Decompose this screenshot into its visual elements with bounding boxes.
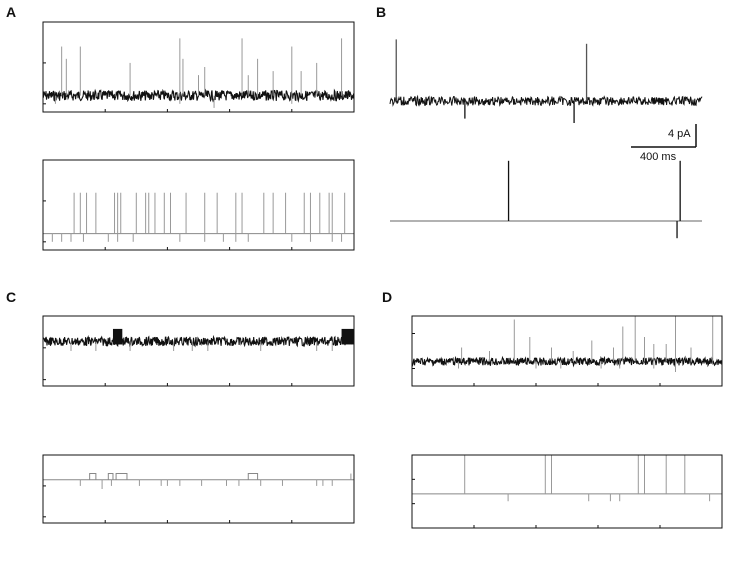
- chart-vdac-wt-simulation: [42, 159, 355, 251]
- scalebar: 4 pA 400 ms: [631, 124, 697, 163]
- scalebar-current-label: 4 pA: [668, 128, 691, 140]
- panel-label-b: B: [376, 4, 386, 20]
- plot-frame: [411, 454, 723, 529]
- noise-trace: [411, 355, 723, 368]
- level-block: [107, 473, 114, 480]
- chart-vdac-ppn25-data: [42, 315, 355, 387]
- level-block: [115, 473, 128, 480]
- plot-frame: [42, 159, 355, 251]
- chart-vdac-ppn100-simulation: [411, 454, 723, 529]
- panel-label-d: D: [382, 289, 392, 305]
- plot-frame: [42, 315, 355, 387]
- panel-label-a: A: [6, 4, 16, 20]
- level-block: [247, 473, 259, 480]
- noise-trace: [43, 334, 355, 348]
- level-block: [112, 328, 123, 345]
- plot-frame: [42, 454, 355, 524]
- level-block: [341, 328, 354, 345]
- noise-trace: [42, 88, 355, 103]
- panel-label-c: C: [6, 289, 16, 305]
- chart-vdac-ppn100-data: [411, 315, 723, 387]
- panel-b-traces: [389, 39, 703, 239]
- plot-frame: [411, 315, 723, 387]
- chart-vdac-ppn25-simulation: [42, 454, 355, 524]
- level-block: [89, 473, 97, 480]
- chart-vdac-wt-data: [42, 21, 355, 113]
- plot-frame: [42, 21, 355, 113]
- scalebar-time-label: 400 ms: [640, 151, 677, 163]
- panel-b-data-trace: [389, 94, 703, 107]
